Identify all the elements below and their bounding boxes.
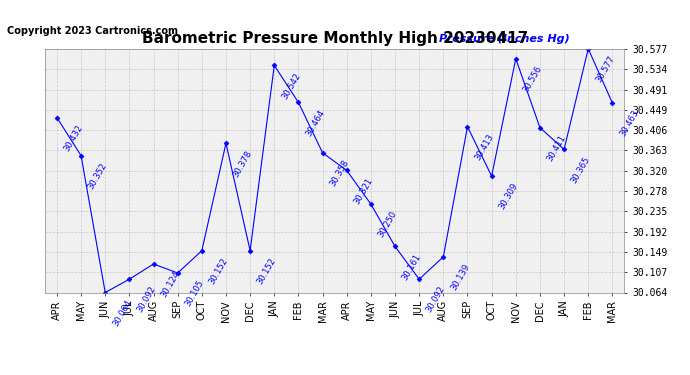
Text: 30.358: 30.358 xyxy=(328,158,351,188)
Text: 30.124: 30.124 xyxy=(159,270,181,299)
Title: Barometric Pressure Monthly High 20230417: Barometric Pressure Monthly High 2023041… xyxy=(141,31,528,46)
Text: 30.309: 30.309 xyxy=(497,182,520,212)
Text: 30.464: 30.464 xyxy=(304,108,326,138)
Text: 30.556: 30.556 xyxy=(522,64,544,94)
Text: 30.413: 30.413 xyxy=(473,132,495,162)
Text: 30.352: 30.352 xyxy=(87,161,109,191)
Text: 30.542: 30.542 xyxy=(280,71,302,100)
Text: 30.378: 30.378 xyxy=(232,149,254,179)
Text: Pressure (Inches Hg): Pressure (Inches Hg) xyxy=(439,34,570,44)
Text: 30.092: 30.092 xyxy=(425,285,447,314)
Text: 30.321: 30.321 xyxy=(353,176,375,206)
Text: 30.411: 30.411 xyxy=(546,133,568,163)
Text: 30.092: 30.092 xyxy=(135,285,157,314)
Text: 30.064: 30.064 xyxy=(111,298,133,328)
Text: 30.152: 30.152 xyxy=(208,256,230,286)
Text: 30.365: 30.365 xyxy=(570,155,592,185)
Text: 30.161: 30.161 xyxy=(401,252,423,282)
Text: 30.139: 30.139 xyxy=(449,262,471,292)
Text: 30.152: 30.152 xyxy=(256,256,278,286)
Text: Copyright 2023 Cartronics.com: Copyright 2023 Cartronics.com xyxy=(7,26,178,36)
Text: 30.577: 30.577 xyxy=(594,54,616,84)
Text: 30.432: 30.432 xyxy=(63,123,85,153)
Text: 30.105: 30.105 xyxy=(184,279,206,308)
Text: 30.463: 30.463 xyxy=(618,108,640,138)
Text: 30.250: 30.250 xyxy=(377,210,399,239)
